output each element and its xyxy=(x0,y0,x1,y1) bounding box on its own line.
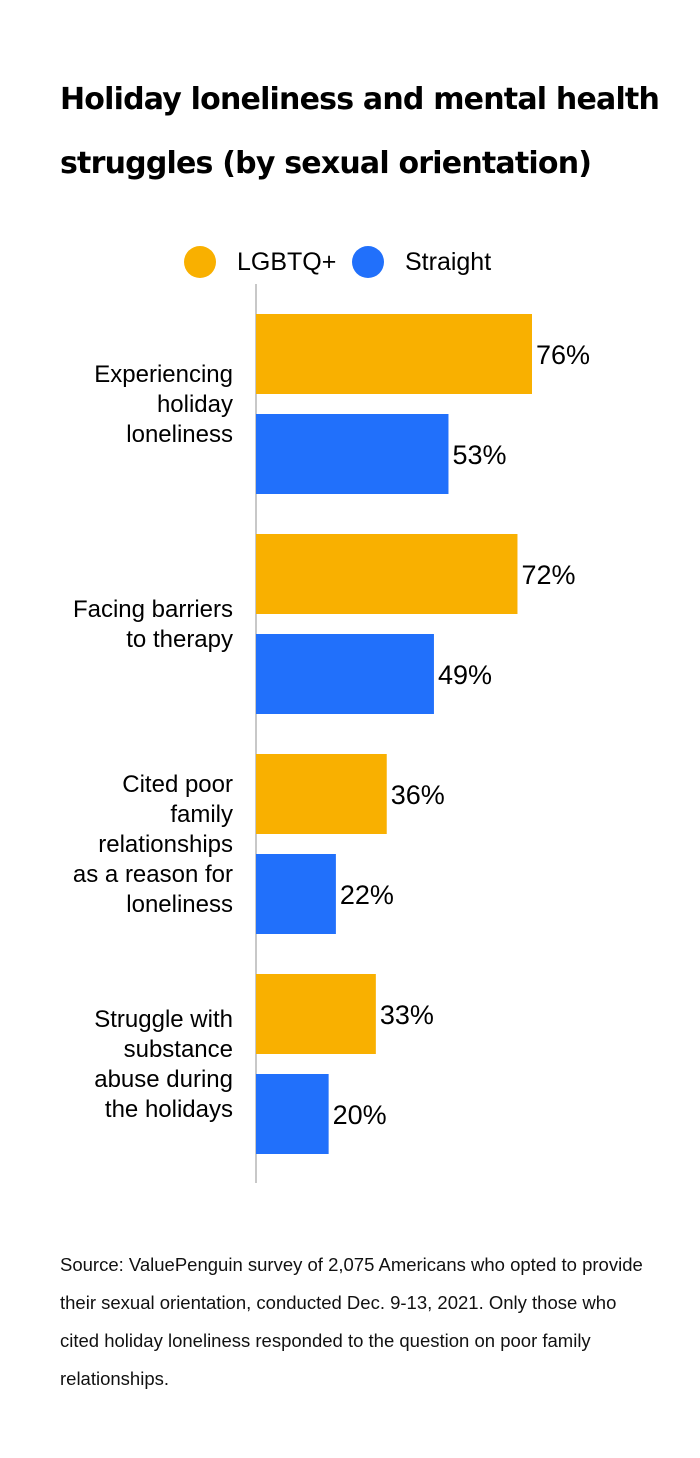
legend-swatch-straight xyxy=(352,246,384,278)
chart-title: Holiday loneliness and mental health str… xyxy=(60,82,660,181)
category-label-2: Facing barriers to therapy xyxy=(73,596,233,653)
data-label-lgbtq-4: 33% xyxy=(380,1000,434,1030)
legend: LGBTQ+ Straight xyxy=(0,244,700,280)
bar-straight-2 xyxy=(256,634,434,714)
data-label-lgbtq-2: 72% xyxy=(521,560,575,590)
data-label-straight-3: 22% xyxy=(340,880,394,910)
data-label-straight-2: 49% xyxy=(438,660,492,690)
bar-straight-3 xyxy=(256,854,336,934)
legend-label-lgbtq: LGBTQ+ xyxy=(237,247,337,276)
legend-label-straight: Straight xyxy=(405,247,492,276)
category-label-4: Struggle with substance abuse during the ho… xyxy=(94,1006,233,1123)
data-label-lgbtq-3: 36% xyxy=(391,780,445,810)
bar-straight-1 xyxy=(256,414,449,494)
category-label-3: Cited poor family relationships as a reason… xyxy=(73,771,233,918)
source-note: Source: ValuePenguin survey of 2,075 Ame… xyxy=(60,1254,643,1389)
data-label-straight-1: 53% xyxy=(452,440,506,470)
bar-straight-4 xyxy=(256,1074,329,1154)
legend-item-straight: Straight xyxy=(352,244,491,280)
category-label-1: Experiencing holiday loneliness xyxy=(94,361,233,448)
data-label-lgbtq-1: 76% xyxy=(536,340,590,370)
bar-lgbtq-2 xyxy=(256,534,518,614)
bar-lgbtq-3 xyxy=(256,754,387,834)
data-label-straight-4: 20% xyxy=(333,1100,387,1130)
legend-swatch-lgbtq xyxy=(184,246,216,278)
legend-item-lgbtq: LGBTQ+ xyxy=(184,244,336,280)
bar-lgbtq-1 xyxy=(256,314,532,394)
bar-lgbtq-4 xyxy=(256,974,376,1054)
